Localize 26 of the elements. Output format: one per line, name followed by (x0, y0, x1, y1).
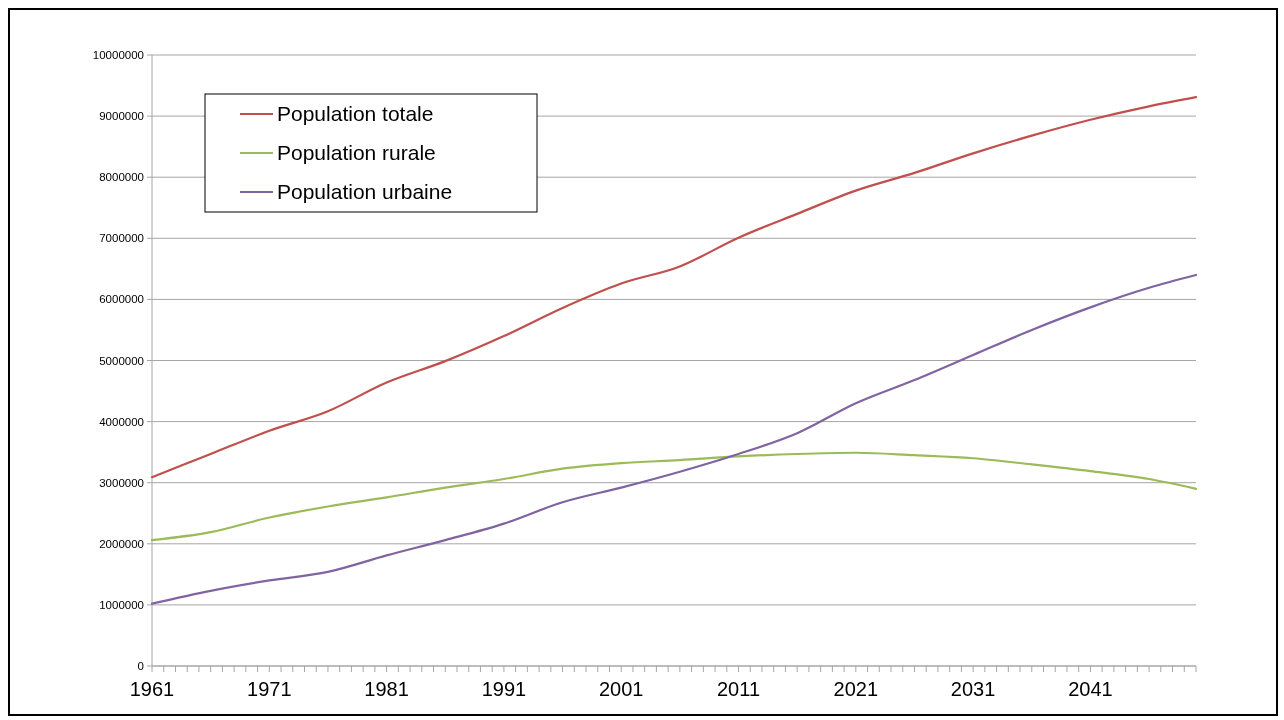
x-tick-label: 2021 (833, 678, 879, 700)
y-tick-label: 6000000 (99, 293, 144, 306)
x-tick-label: 1991 (481, 678, 527, 700)
x-tick-label: 2011 (717, 678, 761, 700)
legend-label: Population urbaine (277, 180, 453, 204)
y-tick-label: 1000000 (99, 598, 144, 611)
y-tick-label: 9000000 (99, 110, 144, 123)
line-series (150, 451, 1198, 542)
x-tick-label: 2031 (950, 678, 996, 700)
y-tick-label: 3000000 (99, 476, 144, 489)
x-tick-label: 1981 (364, 678, 409, 700)
y-tick-label: 8000000 (99, 171, 144, 184)
x-tick-label: 1971 (247, 678, 292, 700)
line-series (150, 96, 1198, 479)
x-tick-label: 1961 (129, 678, 175, 700)
line-series (150, 273, 1198, 605)
y-tick-label: 0 (137, 660, 144, 673)
legend-label: Population totale (277, 102, 434, 126)
y-tick-label: 5000000 (99, 354, 144, 367)
y-tick-label: 10000000 (92, 49, 144, 62)
x-tick-label: 2001 (598, 678, 644, 700)
y-tick-label: 7000000 (99, 232, 144, 245)
y-tick-label: 4000000 (99, 415, 144, 428)
y-tick-label: 2000000 (99, 537, 144, 550)
legend-label: Population rurale (277, 141, 436, 165)
x-tick-label: 2041 (1068, 678, 1113, 700)
